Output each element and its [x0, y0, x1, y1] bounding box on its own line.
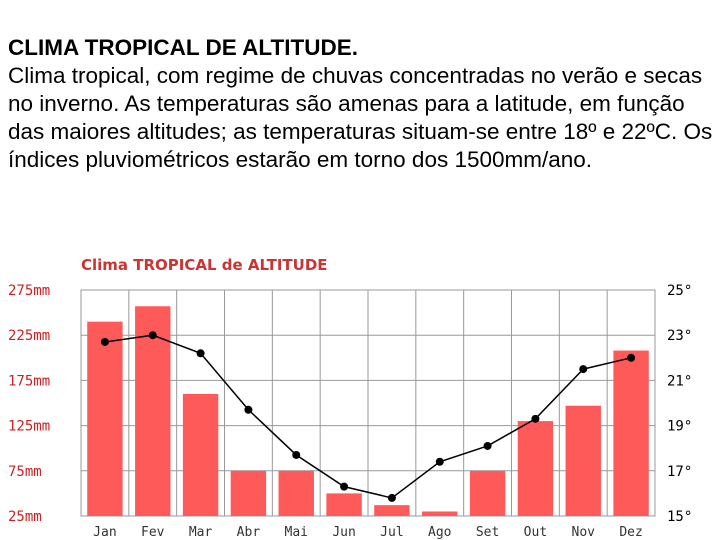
month-label-abr: Abr: [237, 525, 261, 540]
right-tick-label: 21°: [667, 373, 692, 389]
month-label-jul: Jul: [380, 525, 403, 540]
right-tick-label: 17°: [667, 464, 692, 480]
month-label-ago: Ago: [428, 525, 451, 540]
right-tick-label: 19°: [667, 419, 692, 435]
temperature-polyline: [104, 334, 632, 499]
month-label-mar: Mar: [189, 525, 213, 540]
left-tick-label: 175mm: [8, 373, 50, 389]
month-label-jun: Jun: [332, 525, 355, 540]
temp-point-fev: [148, 331, 157, 340]
precip-bar-abr: [230, 470, 267, 516]
temp-point-nov: [579, 365, 588, 374]
temp-point-jan: [100, 337, 109, 346]
month-label-out: Out: [524, 525, 547, 540]
temp-point-dez: [627, 353, 636, 362]
precip-bar-fev: [135, 306, 171, 516]
left-axis-ticks: 275mm 225mm 175mm 125mm 75mm 25mm: [8, 283, 50, 525]
left-tick-label: 75mm: [8, 464, 42, 480]
climate-description: Clima tropical, com regime de chuvas con…: [8, 63, 713, 172]
left-tick-label: 125mm: [8, 419, 50, 435]
month-label-jan: Jan: [93, 525, 116, 540]
temp-point-ago: [435, 457, 444, 466]
precip-bar-nov: [565, 405, 601, 516]
month-labels: Jan Fev Mar Abr Mai Jun Jul Ago Set Out Nov Dez: [93, 525, 643, 540]
right-axis-ticks: 25° 23° 21° 19° 17° 15°: [667, 283, 692, 525]
temp-point-abr: [244, 405, 253, 414]
temp-point-mar: [196, 349, 205, 358]
climate-heading: CLIMA TROPICAL DE ALTITUDE.: [8, 35, 358, 60]
left-tick-label: 25mm: [8, 509, 42, 525]
temp-point-mai: [292, 450, 301, 459]
month-label-dez: Dez: [619, 525, 642, 540]
temp-point-out: [531, 414, 540, 423]
month-label-set: Set: [476, 525, 499, 540]
climate-chart: Clima TROPICAL de ALTITUDE 275mm 225mm 175…: [8, 256, 692, 540]
chart-grid: [80, 289, 656, 517]
right-tick-label: 23°: [667, 328, 692, 344]
precip-bar-ago: [422, 511, 458, 516]
temp-point-jul: [387, 493, 396, 502]
temperature-line: [100, 331, 636, 502]
left-tick-label: 275mm: [8, 283, 50, 299]
precip-bar-set: [469, 470, 506, 516]
month-label-nov: Nov: [572, 525, 596, 540]
temp-point-jun: [340, 482, 349, 491]
precip-bar-jun: [326, 493, 362, 516]
description-text: CLIMA TROPICAL DE ALTITUDE. Clima tropic…: [8, 34, 714, 174]
month-label-mai: Mai: [285, 525, 308, 540]
precip-bar-mar: [182, 393, 219, 516]
precip-bar-jan: [87, 321, 123, 516]
month-label-fev: Fev: [141, 525, 165, 540]
temp-point-set: [483, 441, 492, 450]
chart-title: Clima TROPICAL de ALTITUDE: [81, 256, 328, 274]
right-tick-label: 25°: [667, 283, 692, 299]
precip-bar-out: [517, 421, 554, 516]
left-tick-label: 225mm: [8, 328, 50, 344]
precipitation-bars: [87, 306, 649, 516]
right-tick-label: 15°: [667, 509, 692, 525]
precip-bar-mai: [278, 470, 314, 516]
precip-bar-dez: [613, 350, 649, 516]
precip-bar-jul: [374, 505, 410, 516]
